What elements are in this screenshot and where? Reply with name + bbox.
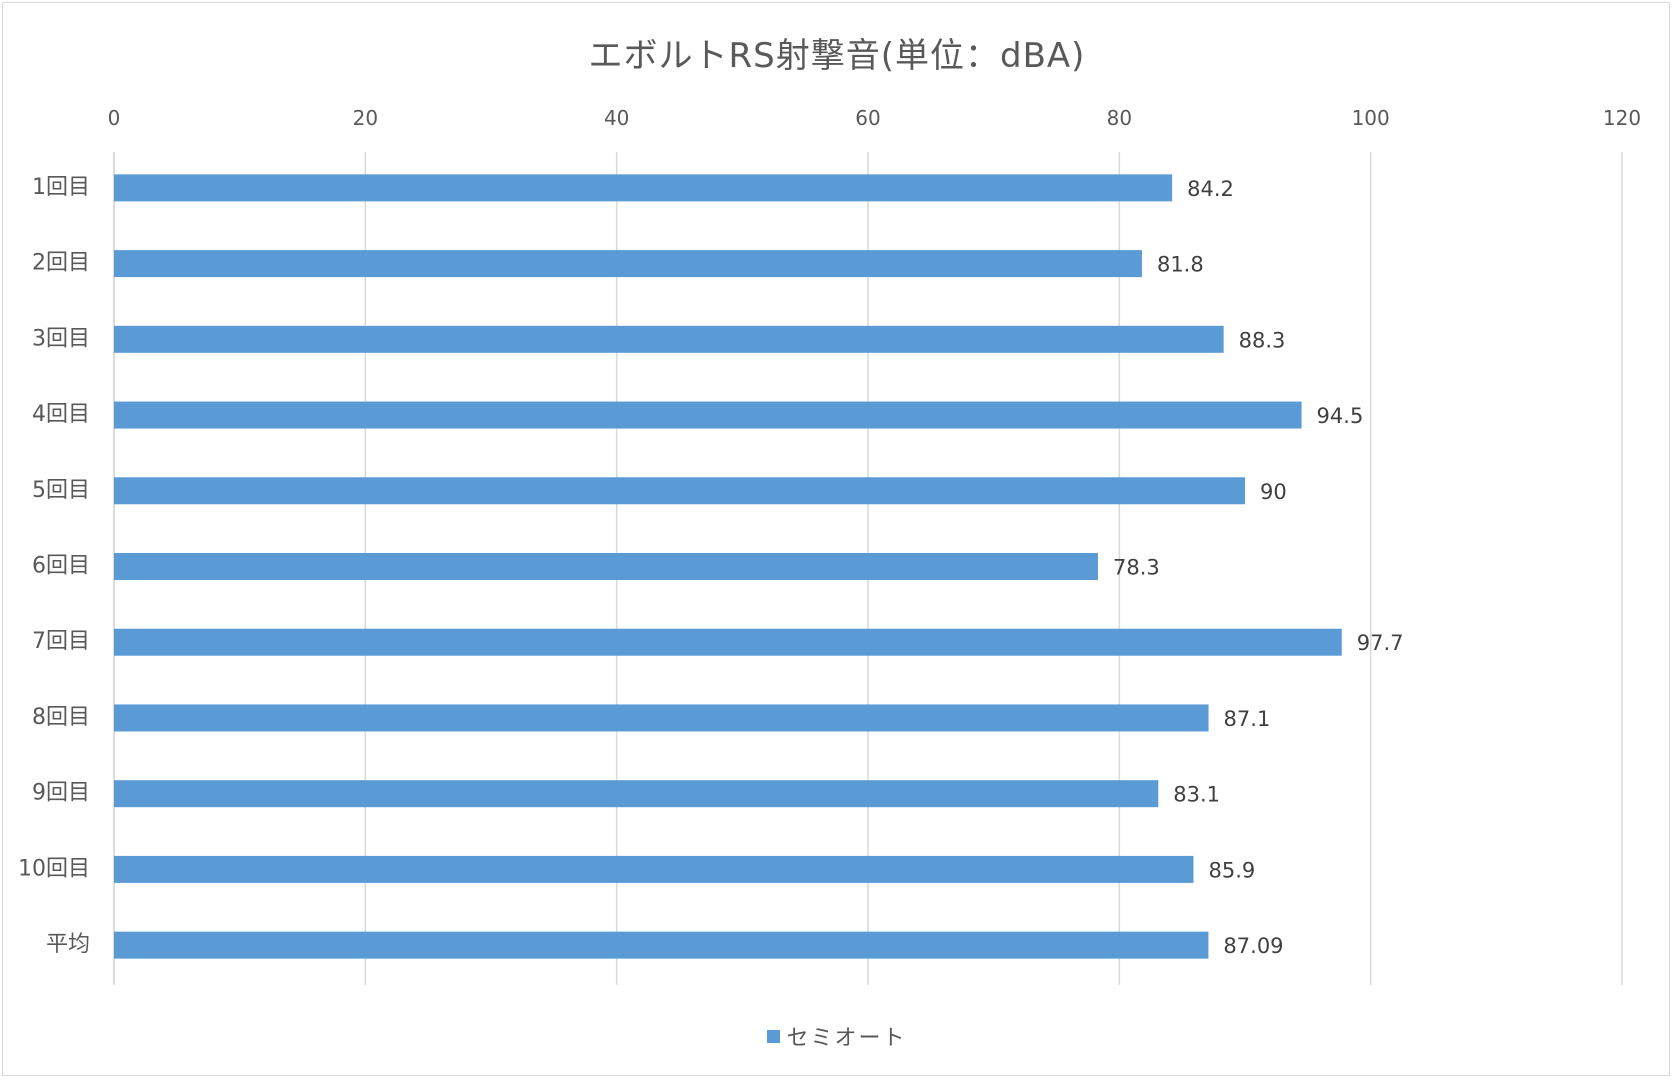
- category-label: 4回目: [32, 402, 90, 427]
- data-label: 84.2: [1187, 177, 1234, 201]
- tick-label-60: 60: [855, 106, 880, 130]
- bar-10: [114, 855, 1194, 883]
- data-label: 90: [1260, 480, 1287, 504]
- bar-8: [114, 704, 1209, 732]
- bar-6: [114, 553, 1098, 580]
- category-label: 7回目: [32, 629, 90, 654]
- chart-title: エボルトRS射撃音(単位：dBA): [588, 36, 1086, 76]
- tick-label-40: 40: [604, 106, 629, 130]
- data-label: 87.1: [1224, 707, 1271, 731]
- tick-label-120: 120: [1603, 106, 1641, 130]
- category-label: 10回目: [18, 856, 90, 881]
- category-label: 9回目: [32, 781, 90, 806]
- tick-label-80: 80: [1107, 106, 1132, 130]
- legend-label: セミオート: [786, 1026, 907, 1051]
- legend: セミオート: [0, 1020, 1674, 1052]
- bar-5: [114, 477, 1245, 505]
- bar-4: [114, 401, 1302, 429]
- data-label: 83.1: [1173, 783, 1220, 807]
- category-label: 3回目: [32, 326, 90, 351]
- tick-label-0: 0: [108, 106, 121, 130]
- bar-series: [114, 174, 1342, 959]
- data-label: 88.3: [1239, 328, 1286, 352]
- legend-swatch: [767, 1029, 781, 1043]
- tick-label-100: 100: [1352, 106, 1390, 130]
- category-label: 8回目: [32, 705, 90, 730]
- bar-2: [114, 250, 1142, 278]
- category-label: 平均: [46, 932, 90, 957]
- category-label: 1回目: [32, 175, 90, 200]
- data-label: 97.7: [1357, 631, 1404, 655]
- bar-11: [114, 931, 1209, 959]
- value-axis-tick-labels: 0 20 40 60 80 100 120: [108, 106, 1641, 130]
- data-labels: 84.2 81.8 88.3 94.5 90 78.3 97.7 87.1 83.1 85.9 87…: [1113, 177, 1404, 958]
- data-label: 94.5: [1317, 404, 1364, 428]
- data-label: 87.09: [1223, 934, 1283, 958]
- data-label: 85.9: [1208, 858, 1255, 882]
- category-label: 2回目: [32, 251, 90, 276]
- bar-9: [114, 780, 1159, 808]
- bar-1: [114, 174, 1173, 202]
- data-label: 81.8: [1157, 253, 1204, 277]
- category-label: 6回目: [32, 554, 90, 579]
- bar-7: [114, 628, 1342, 656]
- category-label: 5回目: [32, 478, 90, 503]
- bar-3: [114, 325, 1224, 353]
- tick-label-20: 20: [353, 106, 378, 130]
- data-label: 78.3: [1113, 556, 1160, 580]
